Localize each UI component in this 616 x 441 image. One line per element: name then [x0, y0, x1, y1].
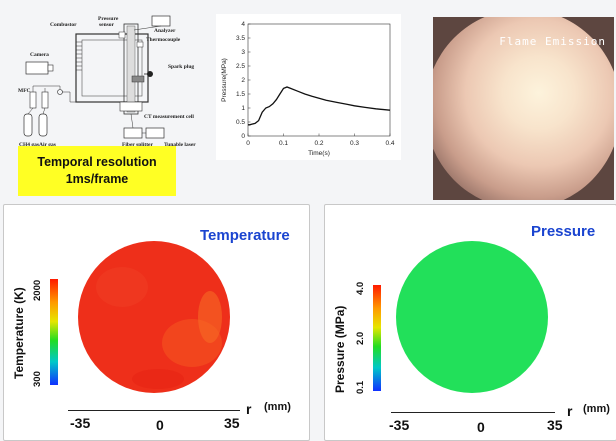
analyzer-box — [151, 15, 171, 27]
pressure-colorbar-min: 0.1 — [355, 380, 366, 394]
pressure-colorbar-mid: 2.0 — [355, 331, 366, 345]
y-tick-label: 1.5 — [236, 91, 245, 98]
label-thermocouple: Thermocouple — [146, 37, 181, 43]
label-pressure-sensor-1: Pressure — [98, 16, 119, 22]
temporal-resolution-banner: Temporal resolution 1ms/frame — [18, 146, 176, 196]
temperature-panel: Temperature Temperature (K) 2000 300 -35… — [3, 204, 310, 441]
label-mfc: MFC — [18, 88, 31, 94]
x-tick-label: 0.2 — [314, 140, 323, 147]
y-tick-label: 2.5 — [236, 63, 245, 70]
temperature-axis-left: -35 — [70, 415, 91, 431]
label-pressure-sensor-2: sensor — [99, 22, 115, 28]
label-ch4-gas: CH4 gas — [19, 142, 39, 148]
x-tick-label: 0.3 — [350, 140, 359, 147]
y-tick-label: 3 — [241, 49, 245, 56]
y-tick-label: 2 — [241, 77, 245, 84]
temperature-colorbar-label: Temperature (K) — [12, 287, 26, 379]
x-tick-label: 0.4 — [385, 140, 394, 147]
label-combustor: Combustor — [50, 22, 77, 28]
temperature-axis-right: 35 — [224, 415, 240, 431]
label-fiber-splitter: Fiber splitter — [122, 142, 153, 148]
temperature-colorbar-max: 2000 — [32, 279, 43, 301]
y-tick-label: 3.5 — [236, 35, 245, 42]
y-tick-label: 0.5 — [236, 119, 245, 126]
temperature-axis-unit: (mm) — [264, 401, 291, 413]
x-tick-label: 0.1 — [279, 140, 288, 147]
flame-emission-label: Flame Emission — [499, 35, 606, 48]
flame-emission-photo: Flame Emission — [433, 17, 614, 200]
pressure-colorbar-label: Pressure (MPa) — [333, 305, 347, 393]
experimental-setup-diagram: Combustor Pressure sensor Analyzer Therm… — [18, 15, 196, 148]
combustor-box — [75, 33, 149, 103]
pressure-axis-unit: (mm) — [583, 403, 610, 415]
pressure-axis-var: r — [567, 403, 573, 419]
label-ct-cell: CT measurement cell — [144, 114, 194, 120]
temperature-title: Temperature — [200, 227, 290, 244]
y-tick-label: 0 — [241, 133, 245, 140]
pressure-colorbar-max: 4.0 — [355, 281, 366, 295]
pressure-axis-right: 35 — [547, 417, 563, 433]
temperature-axis-center: 0 — [156, 417, 164, 433]
x-tick-label: 0 — [246, 140, 250, 147]
label-analyzer: Analyzer — [154, 28, 176, 34]
temperature-field-disc — [78, 241, 230, 393]
pressure-axis-left: -35 — [389, 417, 410, 433]
pressure-series-line — [248, 86, 391, 126]
chart-y-axis-label: Pressure(MPa) — [221, 58, 228, 102]
flame-glow — [433, 17, 614, 200]
pressure-title: Pressure — [531, 223, 596, 240]
pressure-r-axis — [391, 412, 555, 413]
pressure-panel: Pressure Pressure (MPa) 4.0 2.0 0.1 -35 … — [324, 204, 616, 441]
temperature-colorbar — [50, 279, 58, 385]
chart-x-axis-label: Time(s) — [308, 150, 330, 157]
pressure-axis-center: 0 — [477, 419, 485, 435]
banner-line-1: Temporal resolution — [37, 155, 157, 169]
gas-supply-icon — [23, 85, 78, 137]
camera-icon — [25, 61, 49, 75]
y-tick-label: 4 — [241, 21, 245, 28]
label-spark-plug: Spark plug — [168, 64, 194, 70]
label-camera: Camera — [30, 52, 49, 58]
temperature-r-axis — [68, 410, 240, 411]
banner-line-2: 1ms/frame — [65, 172, 129, 186]
chart-plot-area — [247, 23, 391, 137]
label-tunable-laser: Tunable laser — [164, 142, 196, 148]
pressure-field-disc — [396, 241, 548, 393]
pressure-colorbar — [373, 285, 381, 391]
temperature-colorbar-min: 300 — [32, 371, 43, 387]
label-air-gas: Air gas — [39, 142, 56, 148]
spark-plug-icon — [147, 71, 153, 77]
pressure-time-chart: 0 0.5 1 1.5 2 2.5 3 3.5 4 0 0.1 0.2 0.3 0.4 Time(s) P… — [216, 14, 401, 160]
y-tick-label: 1 — [241, 105, 245, 112]
temperature-axis-var: r — [246, 401, 252, 417]
